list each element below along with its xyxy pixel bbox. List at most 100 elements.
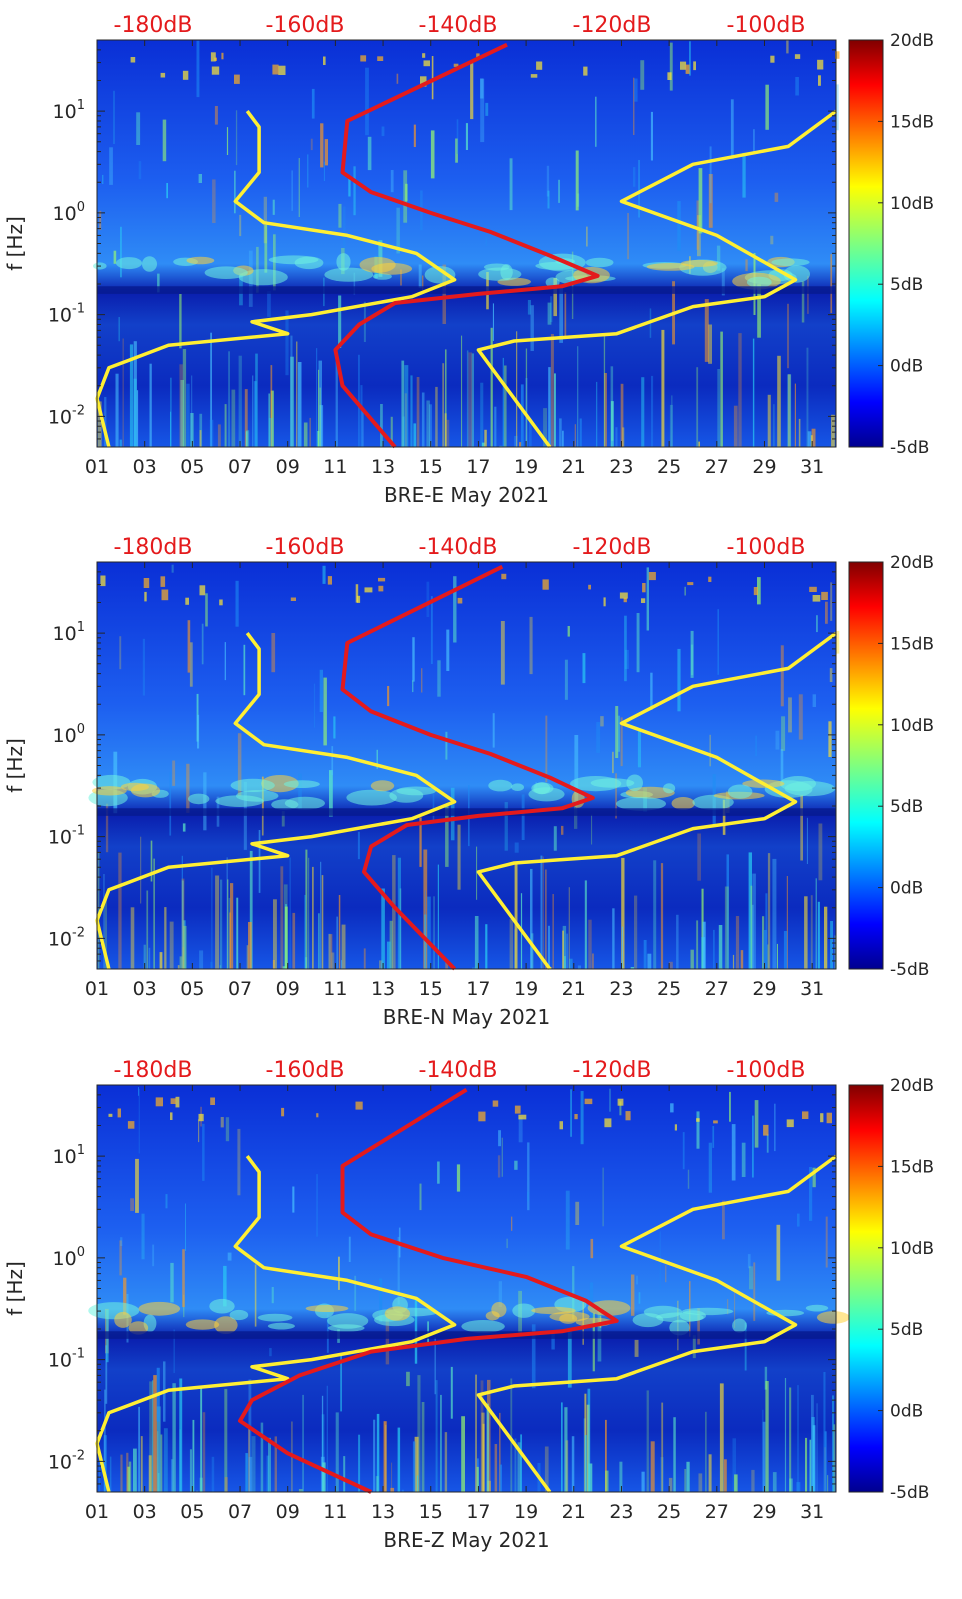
x-tick-label: 31 bbox=[800, 978, 824, 1000]
x-tick-label: 31 bbox=[800, 456, 824, 478]
x-axis-label: BRE-Z May 2021 bbox=[383, 1528, 549, 1552]
spectrogram-background bbox=[97, 1085, 836, 1492]
x-tick-label: 05 bbox=[180, 1501, 204, 1523]
x-tick-label: 19 bbox=[514, 978, 538, 1000]
x-tick-label: 23 bbox=[609, 456, 633, 478]
x-tick-label: 29 bbox=[752, 1501, 776, 1523]
x-tick-label: 11 bbox=[323, 1501, 347, 1523]
x-tick-label: 13 bbox=[371, 1501, 395, 1523]
noise-model-line-2 bbox=[476, 109, 838, 449]
x-tick-label: 11 bbox=[323, 456, 347, 478]
colorbar-tick-label: 0dB bbox=[890, 357, 923, 377]
y-tick-label: 10-1 bbox=[48, 1347, 85, 1372]
noise-model-line-3 bbox=[340, 564, 595, 971]
y-tick-label: 10-2 bbox=[48, 925, 85, 950]
y-tick-label: 10-1 bbox=[48, 302, 85, 327]
y-axis-label: f [Hz] bbox=[3, 1261, 27, 1316]
top-db-label: -180dB bbox=[114, 13, 193, 38]
x-tick-label: 25 bbox=[657, 978, 681, 1000]
x-tick-label: 27 bbox=[705, 1501, 729, 1523]
colorbar-tick-label: 20dB bbox=[890, 1076, 934, 1096]
noise-model-line-2 bbox=[476, 1154, 838, 1494]
colorbar-tick-label: 20dB bbox=[890, 553, 934, 573]
colorbar bbox=[848, 39, 884, 448]
colorbar-tick-label: 10dB bbox=[890, 194, 934, 214]
x-tick-label: 25 bbox=[657, 1501, 681, 1523]
x-tick-label: 17 bbox=[466, 978, 490, 1000]
colorbar-tick-label: 15dB bbox=[890, 1157, 934, 1177]
noise-model-line-1 bbox=[95, 1155, 457, 1493]
x-tick-label: 05 bbox=[180, 978, 204, 1000]
x-tick-label: 15 bbox=[419, 456, 443, 478]
colorbar bbox=[848, 1084, 884, 1493]
noise-model-line-1 bbox=[95, 110, 457, 448]
x-tick-label: 05 bbox=[180, 456, 204, 478]
x-tick-label: 03 bbox=[133, 1501, 157, 1523]
spectrogram-background bbox=[97, 40, 836, 447]
x-tick-label: 25 bbox=[657, 456, 681, 478]
x-tick-label: 27 bbox=[705, 456, 729, 478]
colorbar-tick-label: -5dB bbox=[890, 438, 929, 458]
noise-model-line-1 bbox=[95, 632, 457, 970]
x-tick-label: 03 bbox=[133, 978, 157, 1000]
x-tick-label: 17 bbox=[466, 1501, 490, 1523]
x-tick-label: 29 bbox=[752, 456, 776, 478]
y-tick-label: 100 bbox=[53, 722, 85, 747]
x-tick-label: 21 bbox=[562, 978, 586, 1000]
colorbar-tick-label: 10dB bbox=[890, 716, 934, 736]
colorbar-tick-label: 20dB bbox=[890, 31, 934, 51]
top-db-label: -140dB bbox=[419, 535, 498, 560]
colorbar-tick-label: -5dB bbox=[890, 1483, 929, 1503]
top-db-label: -100dB bbox=[727, 1058, 806, 1083]
y-tick-label: 100 bbox=[53, 1245, 85, 1270]
y-tick-label: 101 bbox=[53, 98, 85, 123]
colorbar-tick-label: 15dB bbox=[890, 634, 934, 654]
spectrogram-background bbox=[97, 562, 836, 969]
x-tick-label: 01 bbox=[85, 978, 109, 1000]
x-tick-label: 21 bbox=[562, 456, 586, 478]
colorbar-tick-label: 5dB bbox=[890, 797, 923, 817]
x-tick-label: 03 bbox=[133, 456, 157, 478]
top-db-label: -120dB bbox=[573, 13, 652, 38]
top-db-label: -180dB bbox=[114, 535, 193, 560]
y-tick-label: 101 bbox=[53, 1143, 85, 1168]
spectrogram-panel-1: 01 03 05 07 09 11 13 15 17 19 21 23 25 27 29 31 BRE-E Ma… bbox=[3, 13, 934, 507]
x-tick-label: 09 bbox=[276, 1501, 300, 1523]
x-tick-label: 13 bbox=[371, 456, 395, 478]
x-tick-label: 13 bbox=[371, 978, 395, 1000]
y-axis-label: f [Hz] bbox=[3, 738, 27, 793]
colorbar-tick-label: 15dB bbox=[890, 112, 934, 132]
noise-model-line-3 bbox=[333, 42, 600, 449]
top-db-label: -160dB bbox=[266, 535, 345, 560]
spectrogram-texture bbox=[88, 564, 840, 969]
top-db-label: -180dB bbox=[114, 1058, 193, 1083]
top-db-label: -140dB bbox=[419, 1058, 498, 1083]
x-tick-label: 31 bbox=[800, 1501, 824, 1523]
top-db-label: -160dB bbox=[266, 1058, 345, 1083]
spectrogram-panel-2: 01 03 05 07 09 11 13 15 17 19 21 23 25 27 29 31 BRE-N Ma… bbox=[3, 535, 934, 1029]
colorbar-tick-label: 5dB bbox=[890, 275, 923, 295]
x-tick-label: 23 bbox=[609, 978, 633, 1000]
x-tick-label: 07 bbox=[228, 978, 252, 1000]
y-tick-label: 10-2 bbox=[48, 403, 85, 428]
y-tick-label: 100 bbox=[53, 200, 85, 225]
colorbar-tick-label: 0dB bbox=[890, 879, 923, 899]
y-axis-label: f [Hz] bbox=[3, 216, 27, 271]
x-tick-label: 27 bbox=[705, 978, 729, 1000]
y-tick-label: 10-2 bbox=[48, 1448, 85, 1473]
x-tick-label: 21 bbox=[562, 1501, 586, 1523]
y-tick-label: 101 bbox=[53, 620, 85, 645]
colorbar-tick-label: -5dB bbox=[890, 960, 929, 980]
x-tick-label: 01 bbox=[85, 1501, 109, 1523]
top-db-label: -120dB bbox=[573, 535, 652, 560]
top-db-label: -160dB bbox=[266, 13, 345, 38]
x-axis-label: BRE-E May 2021 bbox=[384, 483, 549, 507]
x-tick-label: 11 bbox=[323, 978, 347, 1000]
x-tick-label: 09 bbox=[276, 978, 300, 1000]
x-tick-label: 29 bbox=[752, 978, 776, 1000]
colorbar bbox=[848, 561, 884, 970]
top-db-label: -120dB bbox=[573, 1058, 652, 1083]
x-tick-label: 17 bbox=[466, 456, 490, 478]
spectrogram-panel-3: 01 03 05 07 09 11 13 15 17 19 21 23 25 27 29 31 BRE-Z Ma… bbox=[3, 1058, 934, 1552]
y-tick-label: 10-1 bbox=[48, 824, 85, 849]
